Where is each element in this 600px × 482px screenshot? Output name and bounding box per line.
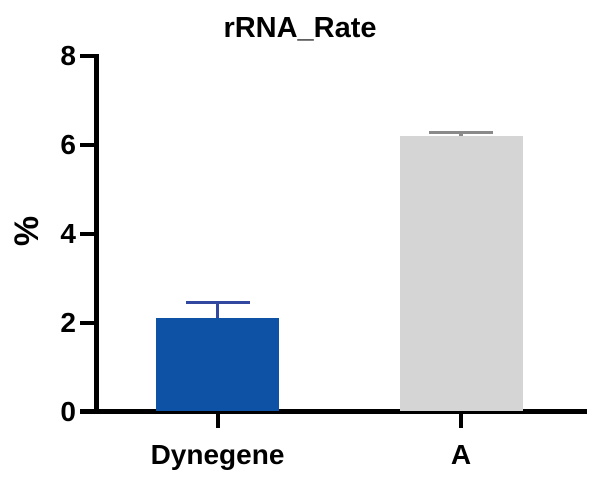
x-axis-line bbox=[80, 409, 587, 414]
x-tick bbox=[215, 413, 220, 428]
y-tick bbox=[80, 320, 94, 325]
y-tick-label: 2 bbox=[60, 306, 76, 338]
bar-dynegene bbox=[156, 318, 279, 412]
y-tick-label: 6 bbox=[60, 128, 76, 160]
y-tick-label: 8 bbox=[60, 39, 76, 71]
bar-a bbox=[399, 135, 523, 412]
y-tick-label: 0 bbox=[60, 395, 76, 427]
error-bar-stem bbox=[459, 132, 463, 136]
x-tick bbox=[459, 413, 463, 428]
x-tick-label: A bbox=[450, 439, 472, 470]
x-tick-label: Dynegene bbox=[150, 439, 285, 470]
y-axis-line bbox=[94, 53, 99, 414]
error-bar-stem bbox=[215, 302, 220, 319]
y-tick bbox=[80, 53, 94, 58]
y-tick-label: 4 bbox=[60, 217, 76, 249]
chart-title: rRNA_Rate bbox=[223, 12, 377, 44]
y-tick bbox=[80, 231, 94, 236]
y-tick bbox=[80, 142, 94, 147]
